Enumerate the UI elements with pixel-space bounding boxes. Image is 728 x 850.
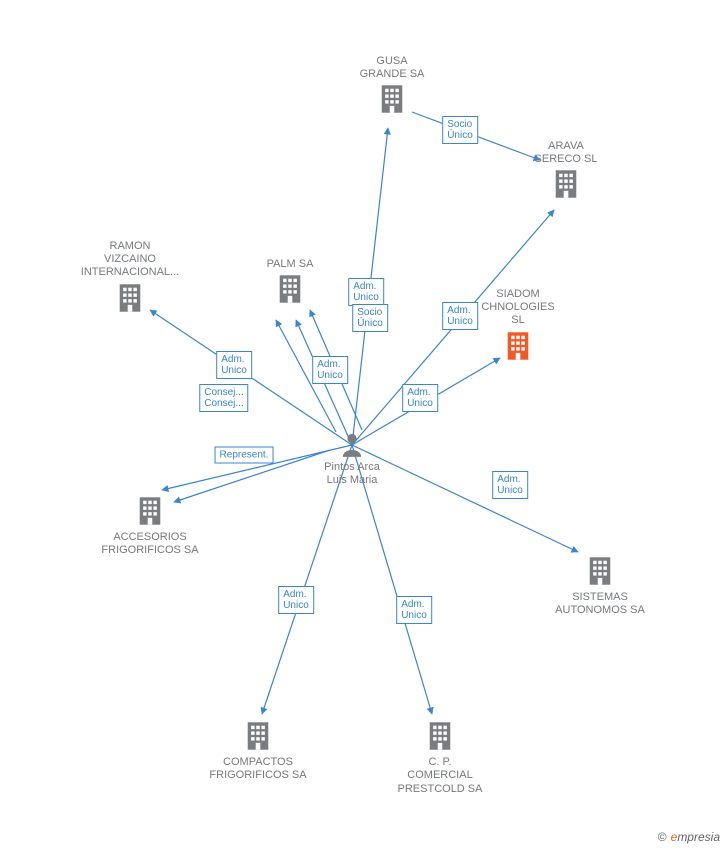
- edge-label: Adm.Unico: [492, 471, 528, 499]
- company-node-compact: COMPACTOS FRIGORIFICOS SA: [203, 720, 313, 785]
- company-node-sistemas: SISTEMAS AUTONOMOS SA: [545, 555, 655, 620]
- edge-label: SocioÚnico: [352, 304, 388, 332]
- edge-line: [352, 445, 432, 714]
- company-node-cpc: C. P. COMERCIAL PRESTCOLD SA: [385, 720, 495, 798]
- edge-label: Adm.Unico: [216, 351, 252, 379]
- edge-line: [296, 320, 352, 445]
- person-label: Pintos Arca Luis Maria: [297, 461, 407, 487]
- edge-line: [150, 310, 352, 445]
- edge-line: [352, 358, 500, 445]
- edge-label: Adm.Unico: [278, 586, 314, 614]
- company-node-palm: PALM SA: [235, 258, 345, 309]
- edge-line: [262, 445, 352, 714]
- edge-label: Adm.Unico: [442, 302, 478, 330]
- company-label: RAMON VIZCAINO INTERNACIONAL...: [75, 240, 185, 280]
- edge-line: [352, 210, 554, 445]
- edge-line: [310, 310, 362, 430]
- company-label: GUSA GRANDE SA: [337, 55, 447, 81]
- edge-line: [276, 320, 336, 432]
- copyright-symbol: ©: [658, 830, 667, 844]
- company-node-gusa: GUSA GRANDE SA: [337, 55, 447, 120]
- edge-line: [352, 445, 578, 552]
- edge-label: Consej...Consej...: [199, 384, 248, 412]
- edge-line: [174, 450, 330, 502]
- edge-label: Represent.: [215, 447, 274, 464]
- edge-label: Adm.Unico: [402, 384, 438, 412]
- company-node-siadom: SIADOM CHNOLOGIES SL: [463, 288, 573, 366]
- company-label: SISTEMAS AUTONOMOS SA: [545, 591, 655, 617]
- network-diagram: Pintos Arca Luis Maria GUSA GRANDE SA ARA…: [0, 0, 728, 850]
- company-label: SIADOM CHNOLOGIES SL: [463, 288, 573, 328]
- company-node-acces: ACCESORIOS FRIGORIFICOS SA: [95, 495, 205, 560]
- copyright: ©empresia: [658, 830, 720, 844]
- edge-label: Adm.Unico: [312, 356, 348, 384]
- edge-label: SocioÚnico: [442, 116, 478, 144]
- company-label: PALM SA: [235, 258, 345, 271]
- company-label: COMPACTOS FRIGORIFICOS SA: [203, 756, 313, 782]
- brand-rest: mpresia: [677, 830, 720, 844]
- edge-label: Adm.Unico: [348, 278, 384, 306]
- edge-line: [162, 445, 352, 490]
- company-node-arava: ARAVA SERECO SL: [511, 140, 621, 205]
- company-node-ramon: RAMON VIZCAINO INTERNACIONAL...: [75, 240, 185, 318]
- edges-layer: [0, 0, 728, 850]
- edge-label: Adm.Unico: [396, 596, 432, 624]
- edge-line: [352, 128, 388, 445]
- person-node: Pintos Arca Luis Maria: [297, 431, 407, 490]
- company-label: C. P. COMERCIAL PRESTCOLD SA: [385, 756, 495, 796]
- company-label: ACCESORIOS FRIGORIFICOS SA: [95, 531, 205, 557]
- edge-line: [412, 112, 540, 160]
- company-label: ARAVA SERECO SL: [511, 140, 621, 166]
